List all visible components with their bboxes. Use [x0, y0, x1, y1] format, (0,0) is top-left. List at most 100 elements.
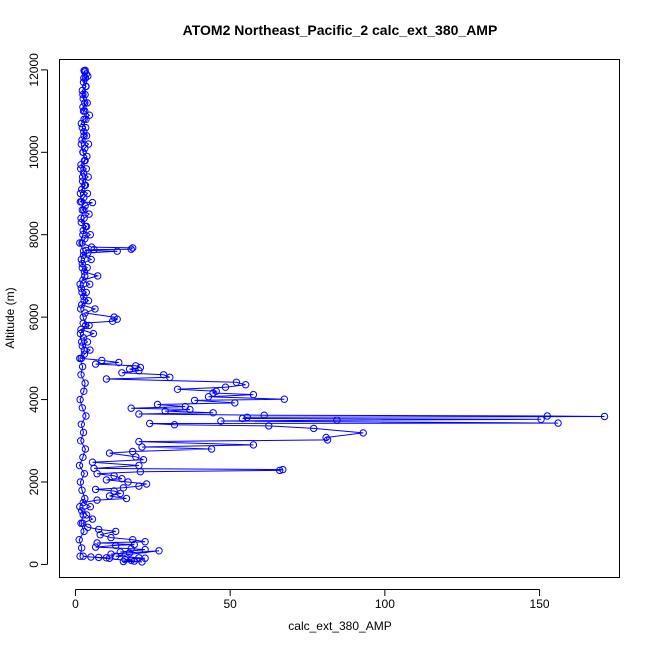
data-point: [105, 449, 114, 457]
data-point: [102, 476, 111, 484]
data-point: [249, 390, 258, 399]
data-point: [78, 264, 87, 272]
data-point: [82, 82, 90, 91]
data-point: [77, 305, 85, 313]
data-point: [75, 461, 84, 470]
data-point: [119, 484, 128, 492]
data-point: [87, 553, 95, 561]
series-line: [79, 70, 605, 563]
data-point: [129, 447, 137, 456]
data-point: [129, 244, 137, 252]
x-tick-label: 100: [375, 597, 395, 611]
data-point: [310, 424, 318, 433]
data-point: [80, 132, 88, 140]
data-point: [146, 419, 154, 428]
x-tick-label: 150: [530, 597, 550, 611]
data-point: [135, 437, 143, 446]
y-tick-label: 8000: [27, 221, 41, 248]
y-tick-label: 12000: [27, 53, 41, 87]
data-point: [132, 453, 140, 461]
data-point: [102, 554, 111, 562]
data-point: [78, 507, 86, 515]
data-point: [78, 239, 86, 247]
data-point: [127, 545, 135, 553]
data-point: [217, 417, 225, 425]
data-point: [76, 552, 84, 560]
data-point: [84, 297, 93, 305]
data-point: [81, 66, 89, 75]
data-point: [86, 503, 95, 511]
data-point: [87, 243, 96, 251]
data-point: [135, 410, 143, 418]
data-point: [83, 99, 91, 107]
data-point: [81, 99, 89, 107]
data-point: [79, 231, 87, 239]
data-point: [241, 381, 250, 389]
y-axis-label: Altitude (m): [3, 287, 17, 348]
data-point: [78, 544, 86, 552]
data-point: [81, 222, 90, 231]
data-point: [81, 156, 89, 165]
data-point: [86, 231, 95, 239]
data-point: [113, 315, 121, 323]
data-point: [118, 369, 126, 377]
data-point: [135, 482, 143, 490]
data-point: [78, 338, 86, 346]
data-point: [153, 400, 162, 409]
data-point: [79, 107, 88, 115]
chart-title: ATOM2 Northeast_Pacific_2 calc_ext_380_A…: [183, 22, 498, 38]
data-point: [80, 346, 89, 354]
data-point: [107, 550, 115, 558]
data-point: [79, 148, 87, 157]
data-point: [124, 478, 132, 486]
data-point: [207, 445, 216, 453]
data-point: [79, 428, 88, 437]
data-point: [76, 354, 84, 363]
data-point: [80, 387, 88, 395]
data-point: [76, 395, 84, 404]
data-point: [93, 539, 101, 547]
y-tick-label: 2000: [27, 468, 41, 495]
data-point: [76, 329, 85, 338]
data-point: [173, 385, 182, 393]
data-point: [130, 557, 139, 565]
data-point: [78, 288, 86, 297]
data-point: [129, 536, 137, 544]
data-point: [186, 405, 194, 414]
data-point: [79, 103, 87, 111]
data-point: [91, 360, 100, 368]
data-point: [113, 247, 121, 255]
data-point: [127, 404, 135, 412]
data-point: [238, 414, 247, 423]
data-point: [127, 556, 135, 564]
data-point: [276, 466, 284, 475]
data-point: [83, 338, 92, 346]
data-point: [600, 412, 609, 421]
data-point: [141, 545, 149, 554]
data-point: [93, 496, 101, 504]
data-point: [83, 189, 92, 198]
data-point: [232, 378, 241, 386]
data-point: [93, 470, 101, 478]
data-point: [108, 317, 117, 325]
data-point: [79, 78, 88, 87]
data-point: [85, 210, 93, 218]
data-point: [82, 132, 91, 140]
data-point: [87, 255, 95, 264]
data-point: [75, 536, 83, 544]
data-point: [80, 297, 88, 305]
data-point: [79, 552, 87, 560]
data-point: [79, 511, 87, 519]
data-point: [79, 453, 87, 461]
data-point: [82, 288, 91, 297]
data-point: [77, 519, 85, 527]
data-point: [79, 313, 87, 321]
series-layer: [75, 66, 609, 566]
data-point: [78, 301, 86, 309]
data-point: [90, 464, 98, 473]
data-point: [105, 554, 114, 562]
data-point: [139, 456, 148, 464]
data-point: [136, 468, 145, 476]
